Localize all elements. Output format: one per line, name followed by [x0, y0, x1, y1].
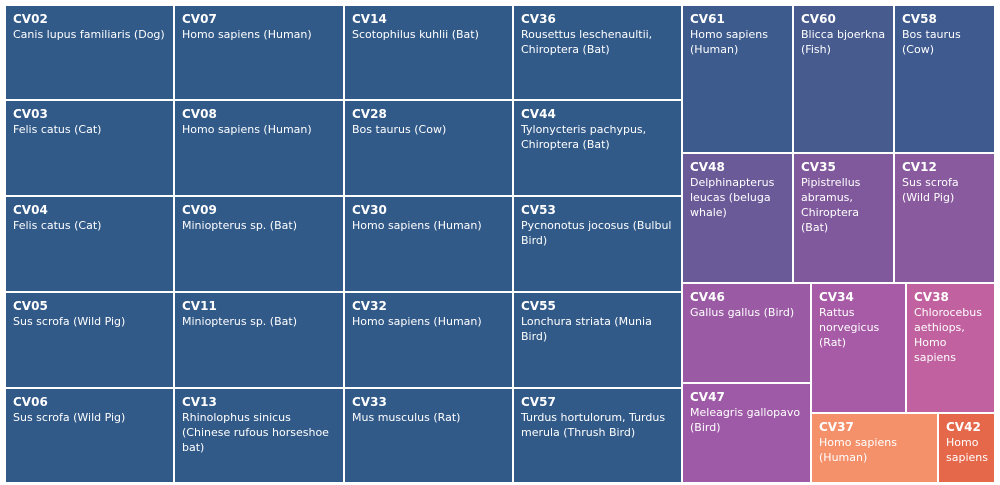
cell-species-label: Delphinapterus leucas (beluga whale) [690, 176, 775, 219]
cell-species-label: Mus musculus (Rat) [352, 411, 461, 424]
cell-code-label: CV44 [521, 107, 556, 121]
treemap-cell-cv46[interactable]: CV46 Gallus gallus (Bird) [682, 283, 811, 383]
treemap-cell-cv44[interactable]: CV44 Tylonycteris pachypus, Chiroptera (B… [513, 100, 682, 196]
cell-code-label: CV38 [914, 290, 949, 304]
cell-code-label: CV28 [352, 107, 387, 121]
treemap-cell-cv09[interactable]: CV09 Miniopterus sp. (Bat) [174, 196, 344, 292]
cell-code-label: CV36 [521, 12, 556, 26]
cell-species-label: Homo sapiens (Human) [182, 28, 312, 41]
treemap-cell-cv12[interactable]: CV12 Sus scrofa (Wild Pig) [894, 153, 995, 283]
cell-species-label: Homo sapiens (Human) [182, 123, 312, 136]
cell-species-label: Blicca bjoerkna (Fish) [801, 28, 886, 56]
treemap-cell-cv47[interactable]: CV47 Meleagris gallopavo (Bird) [682, 383, 811, 483]
cell-species-label: Sus scrofa (Wild Pig) [902, 176, 959, 204]
cell-species-label: Pipistrellus abramus, Chiroptera (Bat) [801, 176, 861, 234]
cell-code-label: CV53 [521, 203, 556, 217]
cell-species-label: Sus scrofa (Wild Pig) [13, 411, 126, 424]
treemap-cell-cv48[interactable]: CV48 Delphinapterus leucas (beluga whale) [682, 153, 793, 283]
cell-code-label: CV03 [13, 107, 48, 121]
cell-code-label: CV06 [13, 395, 48, 409]
treemap-cell-cv11[interactable]: CV11 Miniopterus sp. (Bat) [174, 292, 344, 388]
treemap-cell-cv35[interactable]: CV35 Pipistrellus abramus, Chiroptera (Ba… [793, 153, 894, 283]
cell-species-label: Scotophilus kuhlii (Bat) [352, 28, 479, 41]
cell-code-label: CV11 [182, 299, 217, 313]
cell-species-label: Canis lupus familiaris (Dog) [13, 28, 165, 41]
treemap-cell-cv07[interactable]: CV07 Homo sapiens (Human) [174, 5, 344, 100]
cell-species-label: Pycnonotus jocosus (Bulbul Bird) [521, 219, 672, 247]
cell-species-label: Homo sapiens (Human) [819, 436, 897, 464]
treemap-cell-cv30[interactable]: CV30 Homo sapiens (Human) [344, 196, 513, 292]
cell-code-label: CV30 [352, 203, 387, 217]
treemap-cell-cv05[interactable]: CV05 Sus scrofa (Wild Pig) [5, 292, 174, 388]
treemap-cell-cv04[interactable]: CV04 Felis catus (Cat) [5, 196, 174, 292]
cell-code-label: CV07 [182, 12, 217, 26]
cell-species-label: Bos taurus (Cow) [352, 123, 447, 136]
treemap-cell-cv37[interactable]: CV37 Homo sapiens (Human) [811, 413, 938, 483]
cell-species-label: Meleagris gallopavo (Bird) [690, 406, 801, 434]
cell-code-label: CV47 [690, 390, 725, 404]
cell-code-label: CV34 [819, 290, 854, 304]
cell-code-label: CV04 [13, 203, 48, 217]
cell-species-label: Bos taurus (Cow) [902, 28, 961, 56]
treemap-cell-cv53[interactable]: CV53 Pycnonotus jocosus (Bulbul Bird) [513, 196, 682, 292]
treemap-cell-cv06[interactable]: CV06 Sus scrofa (Wild Pig) [5, 388, 174, 483]
cell-species-label: Tylonycteris pachypus, Chiroptera (Bat) [521, 123, 647, 151]
treemap-cell-cv55[interactable]: CV55 Lonchura striata (Munia Bird) [513, 292, 682, 388]
treemap-cell-cv03[interactable]: CV03 Felis catus (Cat) [5, 100, 174, 196]
treemap-cell-cv08[interactable]: CV08 Homo sapiens (Human) [174, 100, 344, 196]
cell-species-label: Felis catus (Cat) [13, 123, 102, 136]
cell-species-label: Gallus gallus (Bird) [690, 306, 795, 319]
treemap-cell-cv60[interactable]: CV60 Blicca bjoerkna (Fish) [793, 5, 894, 153]
cell-code-label: CV35 [801, 160, 836, 174]
cell-code-label: CV60 [801, 12, 836, 26]
cell-species-label: Rattus norvegicus (Rat) [819, 306, 880, 349]
cell-species-label: Felis catus (Cat) [13, 219, 102, 232]
treemap-cell-cv61[interactable]: CV61 Homo sapiens (Human) [682, 5, 793, 153]
cell-species-label: Homo sapiens (Human) [352, 219, 482, 232]
cell-species-label: Rousettus leschenaultii, Chiroptera (Bat… [521, 28, 653, 56]
cell-code-label: CV42 [946, 420, 981, 434]
cell-code-label: CV57 [521, 395, 556, 409]
cell-code-label: CV55 [521, 299, 556, 313]
cell-code-label: CV58 [902, 12, 937, 26]
treemap-cell-cv58[interactable]: CV58 Bos taurus (Cow) [894, 5, 995, 153]
cell-code-label: CV13 [182, 395, 217, 409]
treemap-cell-cv14[interactable]: CV14 Scotophilus kuhlii (Bat) [344, 5, 513, 100]
cell-code-label: CV02 [13, 12, 48, 26]
treemap-cell-cv13[interactable]: CV13 Rhinolophus sinicus (Chinese rufous … [174, 388, 344, 483]
cell-species-label: Sus scrofa (Wild Pig) [13, 315, 126, 328]
cell-species-label: Rhinolophus sinicus (Chinese rufous hors… [182, 411, 329, 454]
cell-code-label: CV48 [690, 160, 725, 174]
cell-code-label: CV08 [182, 107, 217, 121]
cell-code-label: CV12 [902, 160, 937, 174]
cell-species-label: Homo sapiens (Human) [690, 28, 768, 56]
cell-species-label: Homo sapiens [946, 436, 988, 464]
treemap-cell-cv36[interactable]: CV36 Rousettus leschenaultii, Chiroptera … [513, 5, 682, 100]
cell-code-label: CV46 [690, 290, 725, 304]
cell-species-label: Miniopterus sp. (Bat) [182, 219, 297, 232]
cell-species-label: Turdus hortulorum, Turdus merula (Thrush… [521, 411, 666, 439]
cell-species-label: Chlorocebus aethiops, Homo sapiens [914, 306, 982, 364]
treemap-cell-cv42[interactable]: CV42 Homo sapiens [938, 413, 995, 483]
treemap-cell-cv28[interactable]: CV28 Bos taurus (Cow) [344, 100, 513, 196]
cell-code-label: CV61 [690, 12, 725, 26]
cell-species-label: Miniopterus sp. (Bat) [182, 315, 297, 328]
treemap-cell-cv33[interactable]: CV33 Mus musculus (Rat) [344, 388, 513, 483]
cell-code-label: CV32 [352, 299, 387, 313]
cell-code-label: CV33 [352, 395, 387, 409]
treemap-cell-cv38[interactable]: CV38 Chlorocebus aethiops, Homo sapiens [906, 283, 995, 413]
treemap-cell-cv02[interactable]: CV02 Canis lupus familiaris (Dog) [5, 5, 174, 100]
cell-species-label: Homo sapiens (Human) [352, 315, 482, 328]
cell-species-label: Lonchura striata (Munia Bird) [521, 315, 652, 343]
cell-code-label: CV14 [352, 12, 387, 26]
cell-code-label: CV09 [182, 203, 217, 217]
cell-code-label: CV37 [819, 420, 854, 434]
treemap-cell-cv57[interactable]: CV57 Turdus hortulorum, Turdus merula (Th… [513, 388, 682, 483]
treemap-cell-cv34[interactable]: CV34 Rattus norvegicus (Rat) [811, 283, 906, 413]
treemap-cell-cv32[interactable]: CV32 Homo sapiens (Human) [344, 292, 513, 388]
cell-code-label: CV05 [13, 299, 48, 313]
